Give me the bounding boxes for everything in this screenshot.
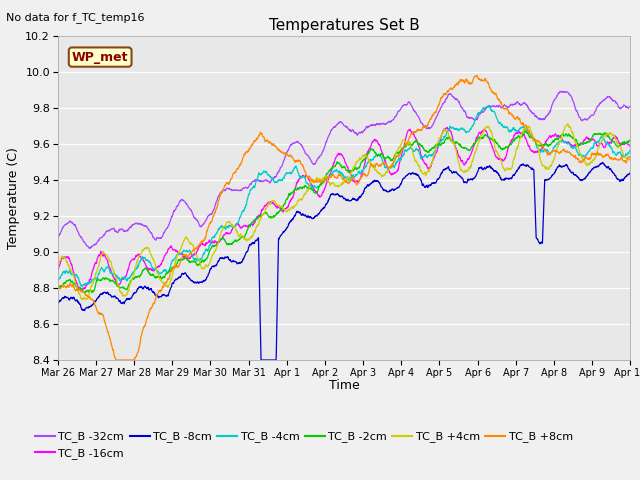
TC_B -8cm — [317, 207, 325, 213]
TC_B +4cm — [54, 266, 61, 272]
TC_B -8cm — [83, 305, 91, 311]
TC_B -8cm — [505, 176, 513, 182]
TC_B +8cm — [333, 175, 340, 180]
TC_B -2cm — [505, 143, 513, 149]
TC_B -32cm — [611, 98, 618, 104]
TC_B +4cm — [611, 134, 618, 140]
TC_B +4cm — [627, 156, 634, 162]
TC_B +4cm — [333, 183, 340, 189]
TC_B +8cm — [627, 153, 634, 158]
TC_B -2cm — [521, 128, 529, 134]
TC_B -4cm — [611, 149, 618, 155]
TC_B +8cm — [83, 292, 91, 298]
Text: No data for f_TC_temp16: No data for f_TC_temp16 — [6, 12, 145, 23]
Y-axis label: Temperature (C): Temperature (C) — [6, 147, 20, 249]
TC_B -16cm — [333, 154, 340, 160]
TC_B -2cm — [627, 137, 634, 143]
TC_B -4cm — [627, 147, 634, 153]
TC_B -16cm — [610, 135, 618, 141]
TC_B -4cm — [484, 103, 492, 109]
TC_B -8cm — [611, 171, 618, 177]
TC_B -8cm — [54, 300, 61, 306]
TC_B -32cm — [505, 104, 513, 110]
TC_B -32cm — [610, 98, 618, 104]
TC_B -2cm — [317, 181, 325, 187]
TC_B -16cm — [54, 268, 61, 274]
TC_B -4cm — [506, 129, 513, 134]
Line: TC_B -4cm: TC_B -4cm — [58, 106, 630, 287]
TC_B +8cm — [506, 111, 513, 117]
TC_B -32cm — [333, 122, 340, 128]
TC_B +4cm — [505, 166, 513, 171]
Text: WP_met: WP_met — [72, 50, 129, 63]
Line: TC_B +8cm: TC_B +8cm — [58, 75, 630, 360]
Line: TC_B -16cm: TC_B -16cm — [58, 127, 630, 290]
TC_B -4cm — [79, 284, 86, 289]
TC_B +4cm — [83, 297, 91, 302]
TC_B -8cm — [610, 171, 618, 177]
X-axis label: Time: Time — [328, 379, 360, 392]
TC_B +8cm — [317, 180, 325, 185]
TC_B -2cm — [610, 139, 618, 145]
TC_B -16cm — [83, 282, 91, 288]
TC_B +4cm — [564, 121, 572, 127]
TC_B -2cm — [611, 139, 618, 145]
TC_B -8cm — [599, 160, 607, 166]
TC_B -4cm — [83, 280, 91, 286]
Line: TC_B -2cm: TC_B -2cm — [58, 131, 630, 293]
TC_B +4cm — [610, 132, 618, 138]
TC_B +8cm — [54, 287, 61, 292]
TC_B -4cm — [610, 149, 618, 155]
TC_B -16cm — [611, 135, 618, 141]
TC_B -32cm — [627, 104, 634, 109]
TC_B -4cm — [317, 180, 325, 186]
TC_B +8cm — [473, 72, 481, 78]
TC_B -2cm — [83, 288, 91, 294]
TC_B -8cm — [333, 192, 340, 198]
Legend: TC_B -32cm, TC_B -16cm, TC_B -8cm, TC_B -4cm, TC_B -2cm, TC_B +4cm, TC_B +8cm: TC_B -32cm, TC_B -16cm, TC_B -8cm, TC_B … — [31, 427, 577, 463]
TC_B -4cm — [333, 167, 340, 172]
TC_B +8cm — [611, 155, 618, 161]
TC_B -8cm — [257, 357, 265, 363]
TC_B +4cm — [79, 297, 86, 302]
TC_B -16cm — [627, 143, 634, 149]
Line: TC_B -32cm: TC_B -32cm — [58, 91, 630, 248]
TC_B +4cm — [317, 178, 325, 184]
TC_B -32cm — [86, 245, 94, 251]
TC_B +8cm — [112, 357, 120, 363]
TC_B -2cm — [333, 161, 340, 167]
Line: TC_B -8cm: TC_B -8cm — [58, 163, 630, 360]
TC_B -16cm — [317, 193, 325, 199]
TC_B -32cm — [317, 152, 325, 157]
TC_B -2cm — [81, 290, 89, 296]
Title: Temperatures Set B: Temperatures Set B — [269, 18, 419, 34]
TC_B -4cm — [54, 278, 61, 284]
TC_B -8cm — [627, 170, 634, 176]
TC_B -16cm — [506, 142, 513, 148]
TC_B -2cm — [54, 285, 61, 290]
TC_B -32cm — [54, 236, 61, 241]
TC_B +8cm — [610, 156, 618, 161]
TC_B -16cm — [443, 124, 451, 130]
Line: TC_B +4cm: TC_B +4cm — [58, 124, 630, 300]
TC_B -32cm — [558, 88, 566, 94]
TC_B -16cm — [77, 288, 85, 293]
TC_B -32cm — [83, 243, 91, 249]
